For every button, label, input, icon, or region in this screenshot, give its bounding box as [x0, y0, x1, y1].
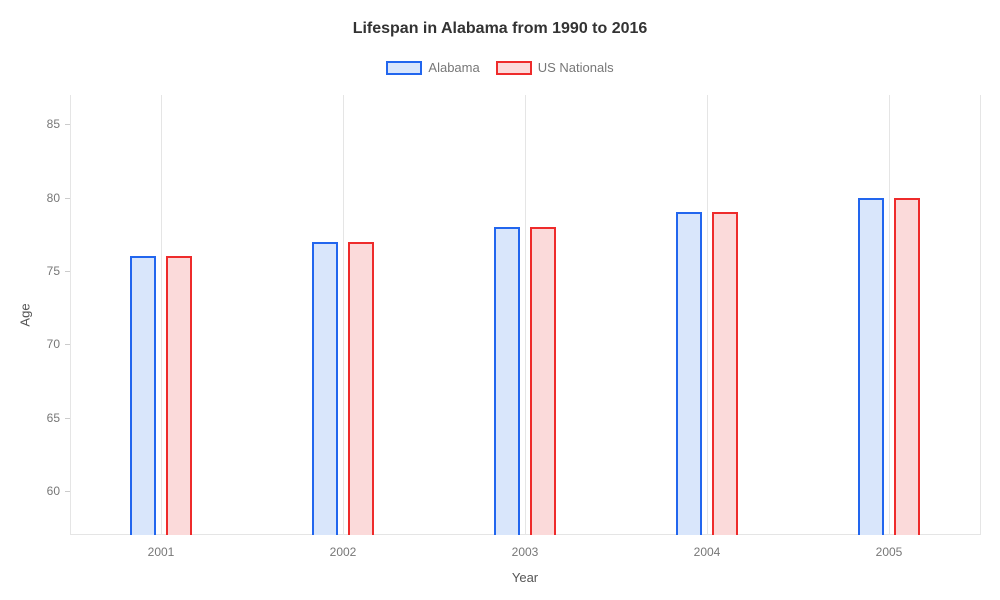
gridline — [343, 95, 344, 535]
bar — [676, 212, 702, 535]
gridline — [525, 95, 526, 535]
gridline — [707, 95, 708, 535]
y-tick-mark — [65, 344, 70, 345]
bar — [858, 198, 884, 535]
bar — [530, 227, 556, 535]
bar — [712, 212, 738, 535]
legend-item: US Nationals — [496, 60, 614, 75]
chart-title: Lifespan in Alabama from 1990 to 2016 — [0, 20, 1000, 38]
legend-swatch — [496, 61, 532, 75]
bar — [166, 256, 192, 535]
x-tick-label: 2001 — [148, 535, 175, 559]
x-tick-label: 2002 — [330, 535, 357, 559]
legend: Alabama US Nationals — [0, 60, 1000, 75]
bar — [130, 256, 156, 535]
y-tick-mark — [65, 491, 70, 492]
bar — [312, 242, 338, 535]
x-tick-label: 2004 — [694, 535, 721, 559]
y-axis-title: Age — [18, 303, 33, 326]
y-axis-line — [70, 95, 71, 535]
y-tick-mark — [65, 198, 70, 199]
legend-label: US Nationals — [538, 60, 614, 75]
plot-area: 60657075808520012002200320042005 — [70, 95, 980, 535]
x-tick-label: 2005 — [876, 535, 903, 559]
x-axis-title: Year — [512, 570, 538, 585]
legend-item: Alabama — [386, 60, 479, 75]
gridline — [161, 95, 162, 535]
bar — [894, 198, 920, 535]
y-tick-mark — [65, 124, 70, 125]
legend-swatch — [386, 61, 422, 75]
y-tick-mark — [65, 271, 70, 272]
gridline — [980, 95, 981, 535]
x-tick-label: 2003 — [512, 535, 539, 559]
gridline — [889, 95, 890, 535]
chart-container: Lifespan in Alabama from 1990 to 2016 Al… — [0, 0, 1000, 600]
legend-label: Alabama — [428, 60, 479, 75]
bar — [348, 242, 374, 535]
bar — [494, 227, 520, 535]
y-tick-mark — [65, 418, 70, 419]
